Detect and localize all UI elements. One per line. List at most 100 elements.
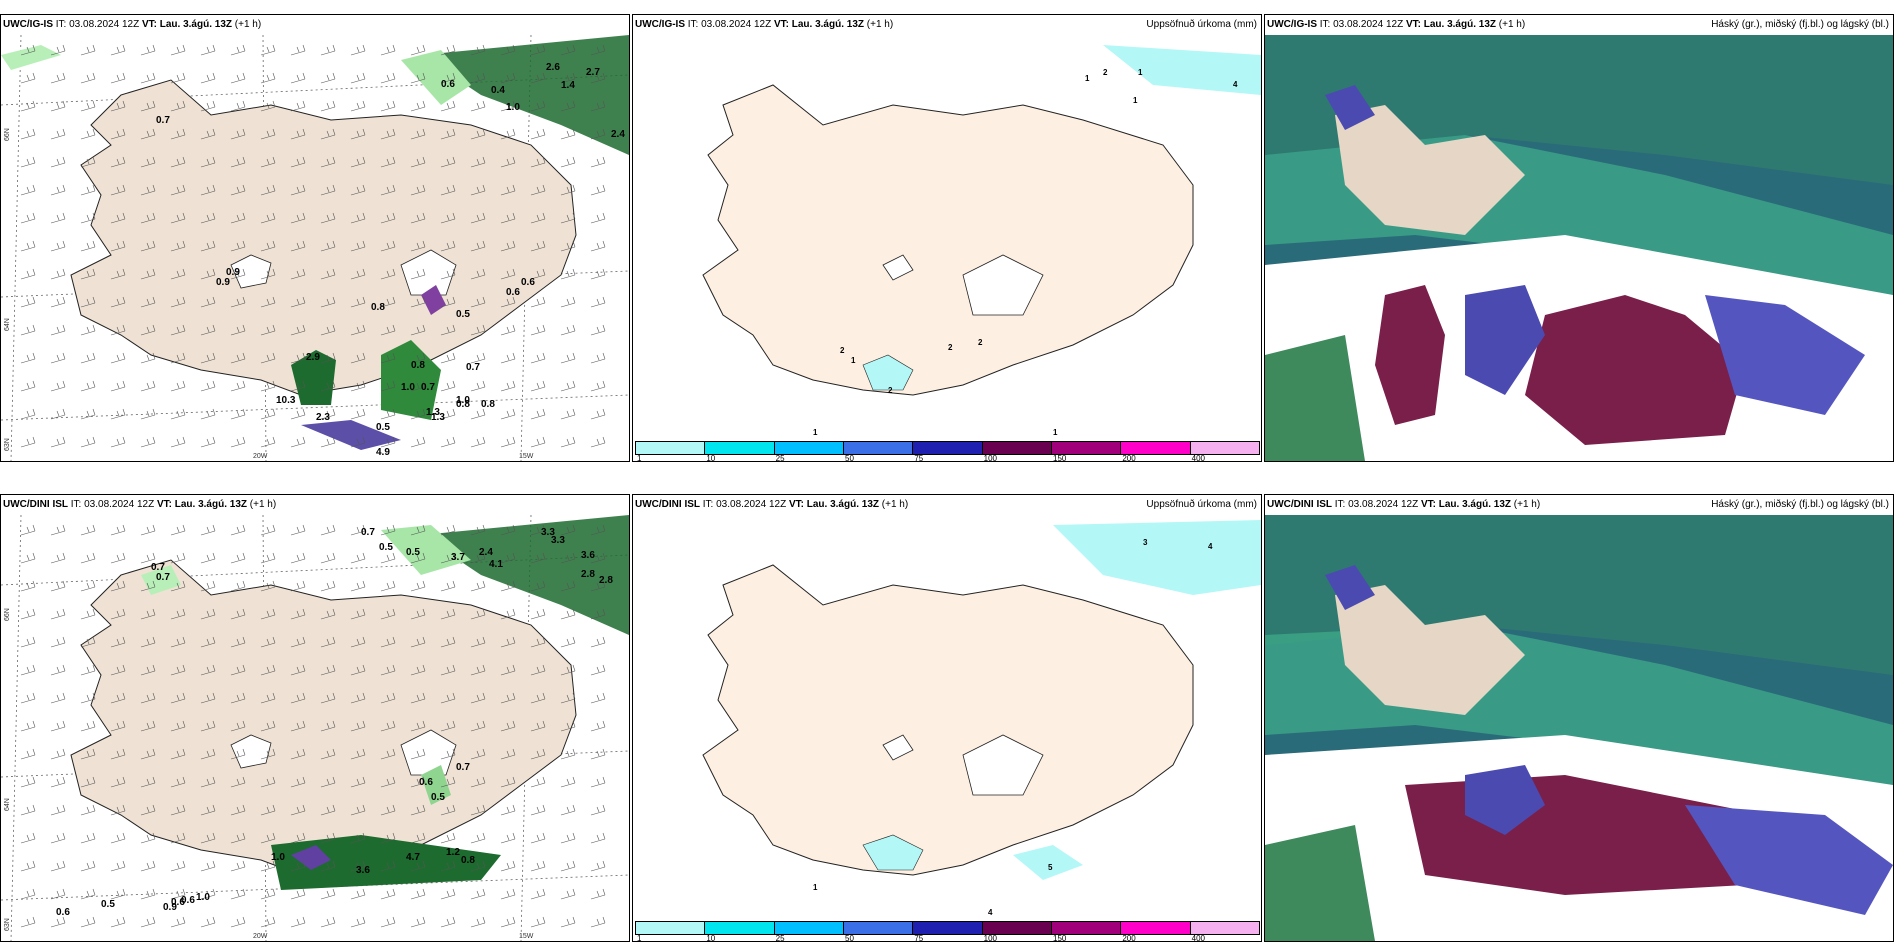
colorbar-cell <box>704 921 775 935</box>
colorbar-tick-label: 400 <box>1191 934 1206 942</box>
wind-value-label: 1.2 <box>446 847 460 858</box>
colorbar-tick-label: 1 <box>637 934 642 942</box>
panel-wind-dini-isl: UWC/DINI ISL IT: 03.08.2024 12Z VT: Lau.… <box>0 494 630 942</box>
wind-value-label: 0.6 <box>181 895 195 906</box>
wind-value-label: 0.9 <box>226 267 240 278</box>
colorbar-tick-label: 400 <box>1191 454 1206 462</box>
colorbar-tick-label: 150 <box>1053 934 1067 942</box>
panel-wind-ig-is: UWC/IG-IS IT: 03.08.2024 12Z VT: Lau. 3.… <box>0 14 630 462</box>
precip-value-label: 2 <box>978 338 983 347</box>
wind-value-label: 2.7 <box>586 67 600 78</box>
precip-value-label: 2 <box>948 343 953 352</box>
model-name: UWC/DINI ISL <box>3 499 68 510</box>
lead-time: (+1 h) <box>234 19 262 30</box>
lat-label-66: 66N <box>4 128 11 141</box>
colorbar-tick-label: 25 <box>775 454 785 462</box>
precip-title: Uppsöfnuð úrkoma (mm) <box>1146 499 1257 510</box>
wind-value-label: 4.9 <box>376 447 390 458</box>
precip-value-label: 1 <box>851 356 856 365</box>
lead-time: (+1 h) <box>1498 19 1526 30</box>
colorbar-tick-label: 25 <box>775 934 785 942</box>
wind-value-label: 2.8 <box>599 575 613 586</box>
model-name: UWC/DINI ISL <box>1267 499 1332 510</box>
wind-value-label: 0.5 <box>406 547 420 558</box>
wind-value-label: 3.3 <box>541 527 555 538</box>
wind-value-label: 0.5 <box>379 542 393 553</box>
lat-label-64: 64N <box>4 798 11 811</box>
run-time: IT: 03.08.2024 12Z <box>1334 499 1419 510</box>
colorbar-cell <box>635 921 706 935</box>
wind-value-label: 3.7 <box>451 552 465 563</box>
wind-value-label: 0.6 <box>521 277 535 288</box>
wind-value-label: 1.0 <box>196 892 210 903</box>
colorbar-tick-label: 100 <box>983 934 998 942</box>
wind-value-label: 0.7 <box>466 362 480 373</box>
precip-value-label: 2 <box>840 346 845 355</box>
wind-value-label: 0.6 <box>171 897 185 908</box>
precip-value-label: 5 <box>1048 863 1053 872</box>
wind-value-label: 1.0 <box>271 852 285 863</box>
colorbar-cell <box>1051 921 1122 935</box>
colorbar-tick-label: 150 <box>1053 454 1067 462</box>
lat-label-63: 63N <box>4 438 11 451</box>
wind-value-label: 2.3 <box>316 412 330 423</box>
precip-title: Uppsöfnuð úrkoma (mm) <box>1146 19 1257 30</box>
cloud-map <box>1265 515 1893 941</box>
wind-value-label: 1.3 <box>426 407 440 418</box>
wind-value-label: 4.1 <box>489 559 503 570</box>
wind-value-label: 0.5 <box>456 309 470 320</box>
lon-label-20w: 20W <box>253 453 268 460</box>
valid-label: VT: <box>788 499 804 510</box>
wind-value-label: 0.7 <box>156 572 170 583</box>
wind-value-label: 2.4 <box>479 547 493 558</box>
panel-header: UWC/DINI ISL IT: 03.08.2024 12Z VT: Lau.… <box>1265 495 1893 515</box>
wind-value-label: 0.9 <box>216 277 230 288</box>
valid-label: VT: <box>156 499 172 510</box>
valid-label: VT: <box>1405 19 1421 30</box>
run-time: IT: 03.08.2024 12Z <box>70 499 155 510</box>
model-name: UWC/DINI ISL <box>635 499 700 510</box>
wind-value-label: 0.8 <box>371 302 385 313</box>
colorbar-tick-label: 75 <box>914 454 924 462</box>
precip-value-label: 1 <box>813 883 818 892</box>
wind-value-label: 0.8 <box>456 399 470 410</box>
colorbar-tick-label: 10 <box>706 454 716 462</box>
wind-value-label: 0.7 <box>156 115 170 126</box>
colorbar-cell <box>843 921 914 935</box>
panel-header: UWC/DINI ISL IT: 03.08.2024 12Z VT: Lau.… <box>633 495 1261 515</box>
run-time: IT: 03.08.2024 12Z <box>55 19 140 30</box>
wind-value-label: 0.7 <box>456 762 470 773</box>
wind-value-label: 0.7 <box>151 562 165 573</box>
wind-value-label: 1.4 <box>561 80 575 91</box>
wind-value-label: 2.6 <box>546 62 560 73</box>
wind-value-label: 0.6 <box>506 287 520 298</box>
wind-value-label: 0.5 <box>431 792 445 803</box>
panel-precip-ig-is: UWC/IG-IS IT: 03.08.2024 12Z VT: Lau. 3.… <box>632 14 1262 462</box>
valid-time: Lau. 3.ágú. 13Z <box>791 19 864 30</box>
wind-map: 0.7 0.5 0.5 3.3 3.3 0.7 0.7 3.7 2.4 4.1 3.6 2.8 2.8 0… <box>1 515 629 941</box>
colorbar-tick-label: 50 <box>845 454 854 462</box>
wind-value-label: 3.6 <box>581 550 595 561</box>
wind-value-label: 0.7 <box>421 382 435 393</box>
wind-value-label: 0.6 <box>419 777 433 788</box>
model-name: UWC/IG-IS <box>1267 19 1317 30</box>
precip-value-label: 4 <box>1208 542 1213 551</box>
precip-value-label: 2 <box>1103 68 1108 77</box>
wind-value-label: 0.8 <box>481 399 495 410</box>
wind-value-label: 0.8 <box>411 360 425 371</box>
precip-value-label: 1 <box>1085 74 1090 83</box>
wind-value-label: 0.6 <box>441 79 455 90</box>
wind-value-label: 0.5 <box>101 899 115 910</box>
colorbar-tick-label: 200 <box>1122 934 1136 942</box>
precip-value-label: 1 <box>1053 428 1058 437</box>
colorbar-cell <box>912 441 983 455</box>
valid-time: Lau. 3.ágú. 13Z <box>174 499 247 510</box>
precip-map: 3 4 1 4 5 <box>633 515 1261 941</box>
precip-value-label: 1 <box>1133 96 1138 105</box>
valid-time: Lau. 3.ágú. 13Z <box>159 19 232 30</box>
precip-colorbar: 1 10 25 50 75 100 150 200 400 <box>635 921 1260 942</box>
wind-value-label: 0.8 <box>461 855 475 866</box>
colorbar-cell <box>1120 441 1191 455</box>
wind-value-label: 0.4 <box>491 85 505 96</box>
colorbar-cell <box>704 441 775 455</box>
